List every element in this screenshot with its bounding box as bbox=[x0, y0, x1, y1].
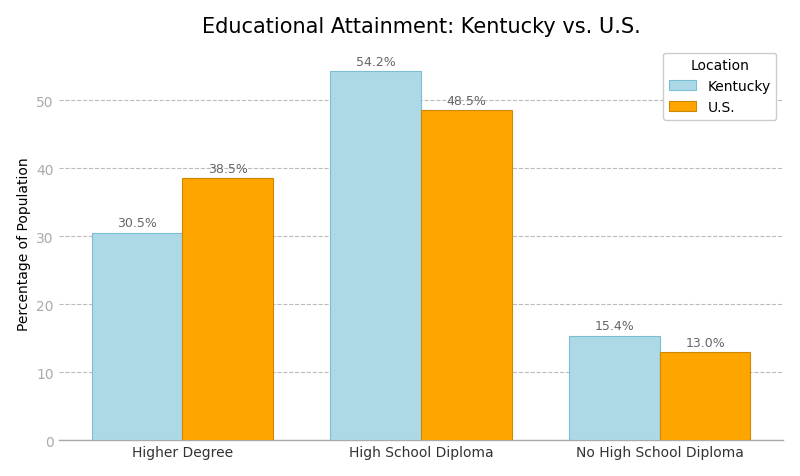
Text: 48.5%: 48.5% bbox=[446, 95, 486, 108]
Y-axis label: Percentage of Population: Percentage of Population bbox=[17, 157, 30, 330]
Text: 54.2%: 54.2% bbox=[356, 56, 395, 69]
Text: 38.5%: 38.5% bbox=[208, 163, 248, 176]
Bar bbox=[182, 179, 273, 441]
Bar bbox=[569, 336, 660, 441]
Text: 15.4%: 15.4% bbox=[594, 319, 634, 333]
Bar bbox=[330, 72, 421, 441]
Bar bbox=[92, 233, 182, 441]
Title: Educational Attainment: Kentucky vs. U.S.: Educational Attainment: Kentucky vs. U.S… bbox=[202, 17, 640, 37]
Bar bbox=[660, 352, 750, 441]
Bar bbox=[421, 111, 512, 441]
Text: 30.5%: 30.5% bbox=[117, 217, 157, 230]
Legend: Kentucky, U.S.: Kentucky, U.S. bbox=[663, 53, 776, 120]
Text: 13.0%: 13.0% bbox=[685, 336, 725, 349]
